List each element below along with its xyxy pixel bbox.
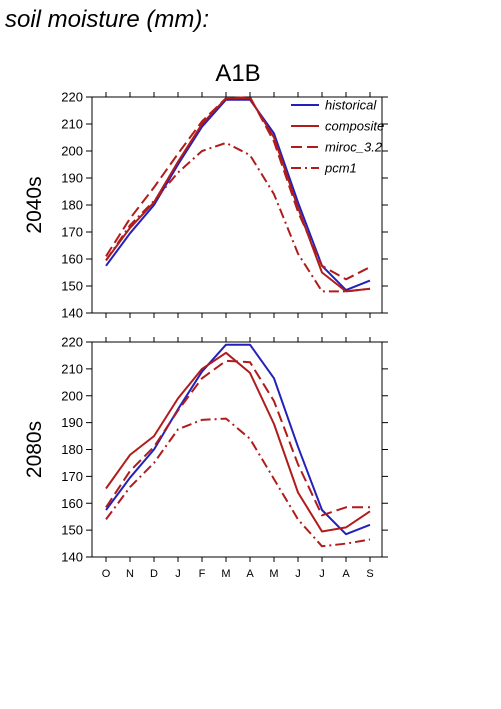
legend-label-pcm1: pcm1 — [324, 161, 357, 176]
series-line-historical — [105, 98, 371, 292]
x-tick-label: N — [126, 568, 134, 580]
y-tick-label: 170 — [61, 469, 83, 484]
x-tick-label: J — [175, 568, 181, 580]
series-line-composite — [105, 351, 371, 533]
y-tick-label: 200 — [61, 388, 83, 403]
x-tick-label: A — [246, 568, 254, 580]
x-tick-label: M — [269, 568, 278, 580]
chart-panels: 140 150 160 170 180 190 200 210 220 2040s 140 150 16… — [23, 90, 388, 580]
y-tick-label: 160 — [61, 496, 83, 511]
y-tick-label: 210 — [61, 361, 83, 376]
y-tick-label: 170 — [61, 225, 83, 240]
y-tick-label: 180 — [61, 442, 83, 457]
y-tick-label: 150 — [61, 523, 83, 538]
y-tick-label: 160 — [61, 252, 83, 267]
y-tick-label: 140 — [61, 306, 83, 321]
panel-2040s: 140 150 160 170 180 190 200 210 220 2040s — [23, 90, 388, 321]
x-tick-label: F — [199, 568, 206, 580]
x-tick-label: M — [221, 568, 230, 580]
y-tick-label: 140 — [61, 550, 83, 565]
row-label-2080s: 2080s — [23, 421, 46, 478]
legend-label-composite: composite — [325, 119, 384, 134]
legend: historical composite miroc_3.2 pcm1 — [291, 98, 384, 176]
y-tick-label: 190 — [61, 415, 83, 430]
x-tick-label: D — [150, 568, 158, 580]
scenario-title: A1B — [215, 60, 260, 87]
x-tick-label: A — [342, 568, 350, 580]
y-tick-label: 220 — [61, 335, 83, 350]
legend-label-miroc-3-2: miroc_3.2 — [325, 140, 383, 155]
y-tick-label: 210 — [61, 117, 83, 132]
series-line-miroc-3-2 — [105, 359, 370, 517]
series-line-pcm1 — [105, 141, 371, 293]
panel-2080s: 140 150 160 170 180 190 200 210 220 O N D J F M A M J J A S 2… — [23, 335, 388, 580]
x-tick-label: J — [295, 568, 301, 580]
x-tick-label: J — [319, 568, 325, 580]
figure-title: soil moisture (mm): — [5, 6, 209, 33]
y-tick-label: 180 — [61, 198, 83, 213]
series-line-miroc-3-2 — [105, 96, 371, 281]
x-tick-label: O — [102, 568, 111, 580]
series-line-historical — [105, 343, 371, 536]
row-label-2040s: 2040s — [23, 176, 46, 233]
y-tick-label: 220 — [61, 90, 83, 105]
series-line-pcm1 — [105, 417, 371, 548]
y-tick-label: 190 — [61, 171, 83, 186]
legend-label-historical: historical — [325, 98, 377, 113]
x-tick-label: S — [366, 568, 373, 580]
y-tick-label: 200 — [61, 144, 83, 159]
y-tick-label: 150 — [61, 279, 83, 294]
